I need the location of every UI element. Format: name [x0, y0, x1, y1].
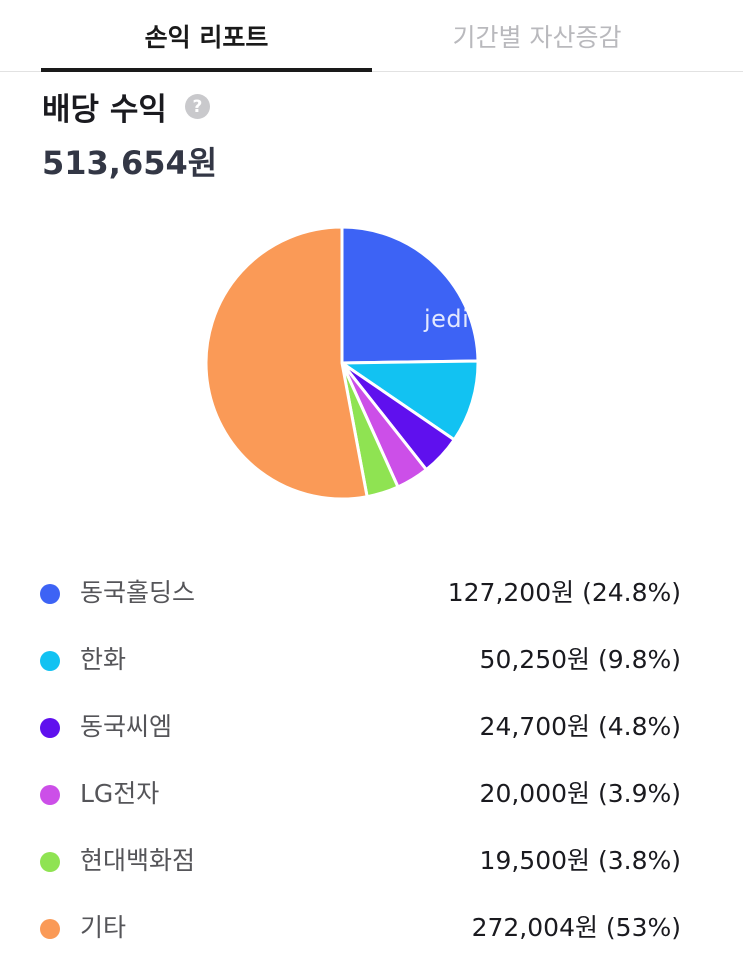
- legend-dot-icon: [40, 651, 60, 671]
- tab-profit-report[interactable]: 손익 리포트: [41, 0, 372, 72]
- legend-label: LG전자: [80, 779, 160, 808]
- legend-dot-icon: [40, 919, 60, 939]
- legend-item: 동국씨엠 24,700원 (4.8%): [0, 707, 743, 747]
- legend-label: 동국홀딩스: [80, 578, 196, 607]
- legend-label: 현대백화점: [80, 846, 196, 875]
- section-title: 배당 수익: [42, 92, 167, 128]
- legend-value: 19,500원 (3.8%): [479, 846, 681, 875]
- legend-label: 한화: [80, 645, 127, 674]
- section-header: 배당 수익 ?: [42, 84, 210, 129]
- legend-label: 동국씨엠: [80, 712, 173, 741]
- legend-dot-icon: [40, 785, 60, 805]
- legend-value: 20,000원 (3.9%): [479, 779, 681, 808]
- legend-item: 현대백화점 19,500원 (3.8%): [0, 841, 743, 881]
- legend-value: 24,700원 (4.8%): [479, 712, 681, 741]
- tab-bar: 손익 리포트 기간별 자산증감: [0, 0, 743, 72]
- legend-dot-icon: [40, 718, 60, 738]
- legend-value: 272,004원 (53%): [471, 913, 681, 942]
- pie-slice-1[interactable]: [340, 225, 480, 365]
- pie-chart: [0, 210, 743, 520]
- legend-value: 50,250원 (9.8%): [479, 645, 681, 674]
- legend-value: 127,200원 (24.8%): [447, 578, 681, 607]
- tab-asset-change-by-period[interactable]: 기간별 자산증감: [452, 22, 622, 52]
- legend-dot-icon: [40, 852, 60, 872]
- legend-label: 기타: [80, 913, 127, 942]
- dividend-total: 513,654원: [42, 144, 218, 182]
- pie-chart-svg: [204, 225, 480, 501]
- legend-dot-icon: [40, 584, 60, 604]
- question-circle-icon[interactable]: ?: [184, 94, 210, 119]
- pie-slice-6[interactable]: [204, 225, 369, 501]
- legend-item: LG전자 20,000원 (3.9%): [0, 774, 743, 814]
- legend-item: 한화 50,250원 (9.8%): [0, 640, 743, 680]
- pie-slice-2[interactable]: [340, 359, 480, 442]
- watermark: jedimaster: [424, 305, 557, 333]
- legend-item: 동국홀딩스 127,200원 (24.8%): [0, 573, 743, 613]
- legend-item: 기타 272,004원 (53%): [0, 908, 743, 948]
